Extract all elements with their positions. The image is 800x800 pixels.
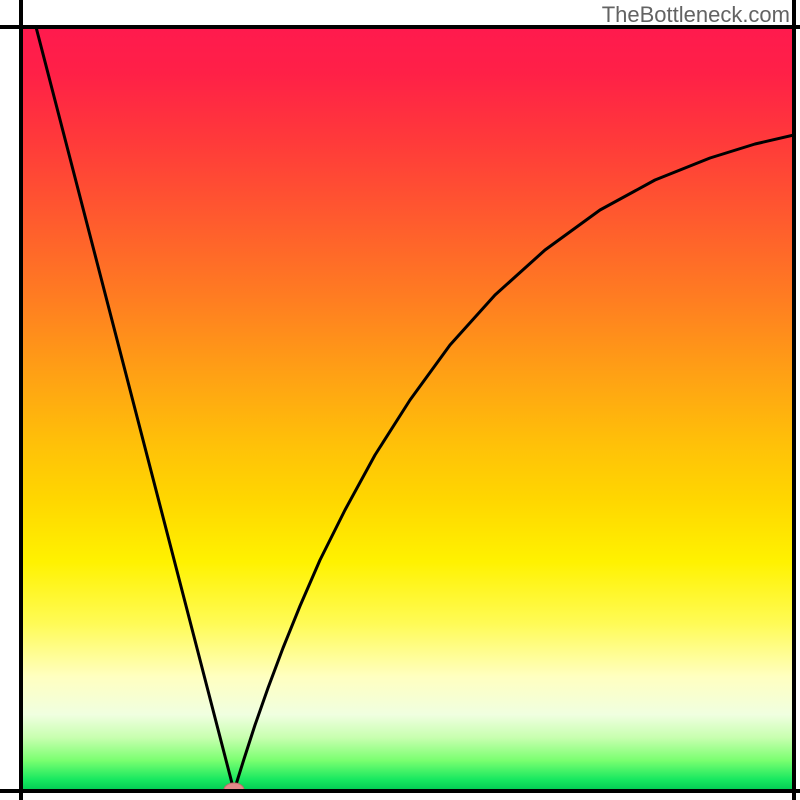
watermark-text: TheBottleneck.com	[602, 2, 790, 28]
bottleneck-chart: TheBottleneck.com	[0, 0, 800, 800]
chart-svg	[0, 0, 800, 800]
gradient-background	[21, 27, 794, 791]
